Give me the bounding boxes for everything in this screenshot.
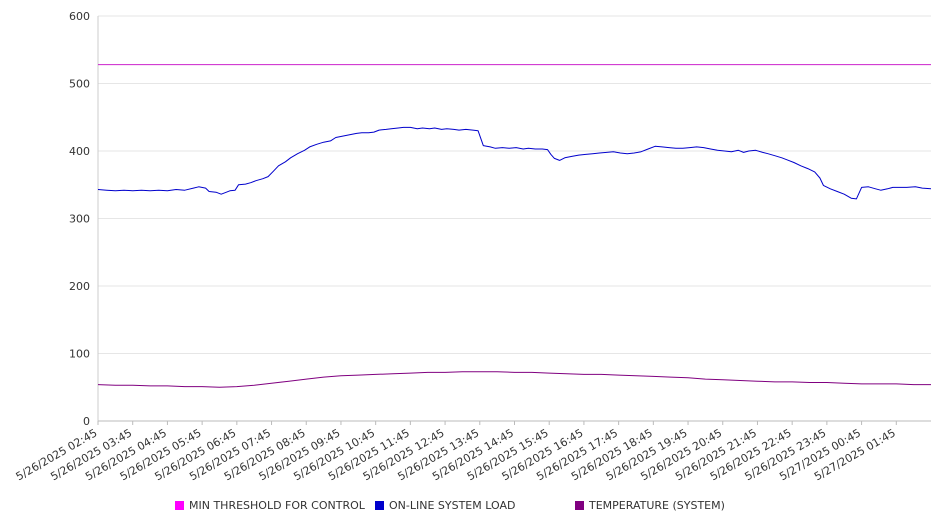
y-tick-label-0: 0 xyxy=(83,415,90,428)
y-tick-label-500: 500 xyxy=(69,78,90,91)
legend-item-system-load[interactable]: ON-LINE SYSTEM LOAD xyxy=(375,499,515,512)
legend-item-min-threshold[interactable]: MIN THRESHOLD FOR CONTROL xyxy=(175,499,365,512)
legend-swatch-temperature xyxy=(575,501,584,510)
legend-label-system-load: ON-LINE SYSTEM LOAD xyxy=(389,499,516,512)
y-tick-label-200: 200 xyxy=(69,280,90,293)
y-tick-label-600: 600 xyxy=(69,10,90,23)
y-tick-label-300: 300 xyxy=(69,213,90,226)
legend-label-temperature: TEMPERATURE (SYSTEM) xyxy=(589,499,725,512)
y-axis: 0 100 200 300 400 500 600 xyxy=(69,10,99,428)
legend-item-temperature[interactable]: TEMPERATURE (SYSTEM) xyxy=(575,499,725,512)
series-line-system-load xyxy=(97,126,932,200)
legend-swatch-system-load xyxy=(375,501,384,510)
legend-label-min-threshold: MIN THRESHOLD FOR CONTROL xyxy=(189,499,365,512)
series-lines xyxy=(97,64,932,388)
gridlines xyxy=(98,15,931,354)
series-line-temperature xyxy=(97,371,931,388)
y-tick-label-400: 400 xyxy=(69,145,90,158)
y-tick-label-100: 100 xyxy=(69,348,90,361)
legend-swatch-min-threshold xyxy=(175,501,184,510)
x-axis: 5/26/2025 02:455/26/2025 03:455/26/2025 … xyxy=(14,420,931,483)
